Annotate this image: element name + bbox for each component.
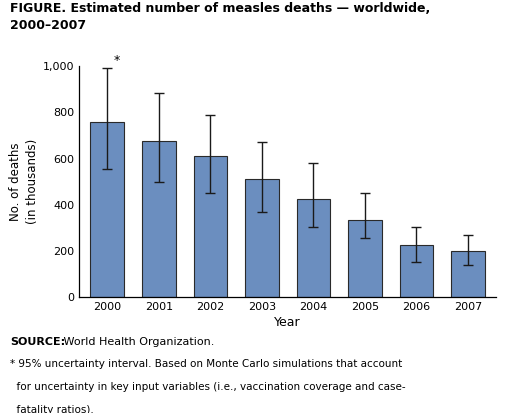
Text: SOURCE:: SOURCE: — [10, 337, 65, 347]
Text: 2000–2007: 2000–2007 — [10, 19, 87, 31]
Text: fatality ratios).: fatality ratios). — [10, 405, 94, 413]
Text: * 95% uncertainty interval. Based on Monte Carlo simulations that account: * 95% uncertainty interval. Based on Mon… — [10, 359, 403, 369]
Bar — [142, 141, 176, 297]
Bar — [91, 121, 124, 297]
Text: FIGURE. Estimated number of measles deaths — worldwide,: FIGURE. Estimated number of measles deat… — [10, 2, 431, 15]
Bar — [193, 156, 227, 297]
Bar — [245, 179, 278, 297]
Text: *: * — [114, 54, 120, 66]
Text: for uncertainty in key input variables (i.e., vaccination coverage and case-: for uncertainty in key input variables (… — [10, 382, 406, 392]
Bar — [348, 220, 382, 297]
X-axis label: Year: Year — [274, 316, 301, 329]
Bar — [400, 245, 433, 297]
Text: World Health Organization.: World Health Organization. — [60, 337, 214, 347]
Bar — [297, 199, 330, 297]
Bar — [451, 251, 485, 297]
Y-axis label: No. of deaths
(in thousands): No. of deaths (in thousands) — [9, 139, 39, 224]
